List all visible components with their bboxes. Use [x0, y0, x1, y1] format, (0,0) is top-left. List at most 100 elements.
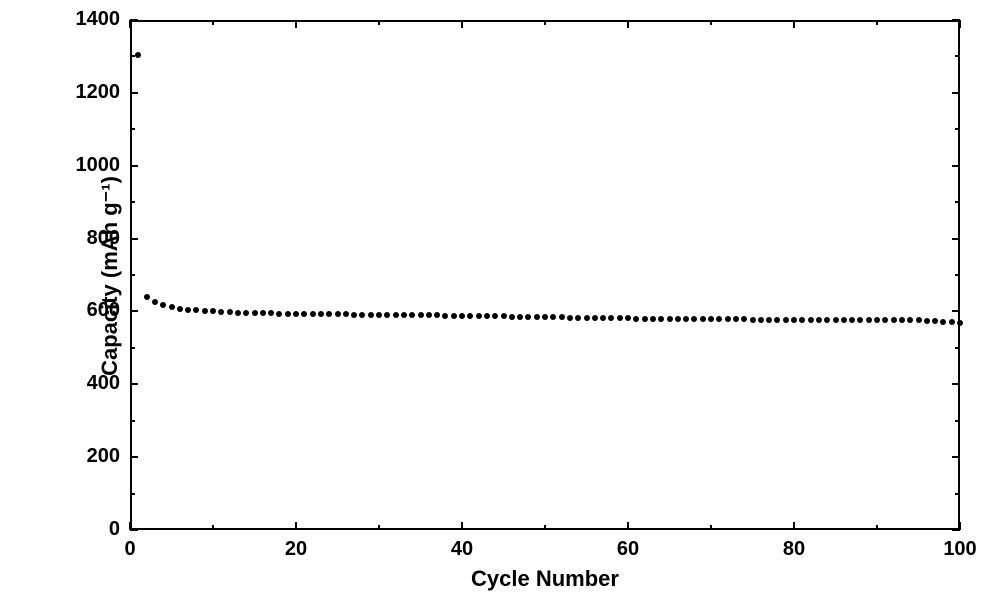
data-point: [235, 310, 241, 316]
x-axis-title: Cycle Number: [471, 566, 619, 592]
data-point: [152, 299, 158, 305]
x-tick: [295, 20, 297, 28]
data-point: [550, 314, 556, 320]
data-point: [476, 313, 482, 319]
data-point: [210, 308, 216, 314]
y-minor-tick: [130, 201, 135, 203]
data-point: [857, 317, 863, 323]
x-tick-label: 0: [124, 538, 135, 561]
y-tick: [130, 92, 138, 94]
data-point: [741, 316, 747, 322]
x-tick: [129, 522, 131, 530]
x-tick: [627, 522, 629, 530]
data-point: [716, 316, 722, 322]
y-minor-tick: [955, 420, 960, 422]
data-point: [409, 312, 415, 318]
x-minor-tick: [710, 525, 712, 530]
y-tick: [952, 165, 960, 167]
data-point: [285, 311, 291, 317]
data-point: [335, 311, 341, 317]
x-tick: [461, 20, 463, 28]
y-tick: [130, 165, 138, 167]
data-point: [733, 316, 739, 322]
data-point: [791, 317, 797, 323]
data-point: [625, 315, 631, 321]
data-point: [293, 311, 299, 317]
y-tick: [952, 238, 960, 240]
data-point: [218, 309, 224, 315]
data-point: [700, 316, 706, 322]
chart-container: Capacity (mAh g⁻¹) Cycle Number 0 200 400 6…: [0, 0, 1000, 603]
y-tick: [130, 310, 138, 312]
x-tick-label: 20: [285, 538, 307, 561]
x-tick: [793, 20, 795, 28]
x-minor-tick: [378, 525, 380, 530]
data-point: [783, 317, 789, 323]
data-point: [393, 312, 399, 318]
y-minor-tick: [130, 493, 135, 495]
data-point: [667, 316, 673, 322]
y-tick-label: 800: [60, 227, 120, 250]
data-point: [567, 315, 573, 321]
data-point: [169, 304, 175, 310]
data-point: [841, 317, 847, 323]
data-point: [467, 313, 473, 319]
x-minor-tick: [544, 525, 546, 530]
y-tick-label: 200: [60, 445, 120, 468]
x-tick-label: 60: [617, 538, 639, 561]
data-point: [575, 315, 581, 321]
data-point: [310, 311, 316, 317]
y-minor-tick: [955, 493, 960, 495]
x-minor-tick: [710, 20, 712, 25]
data-point: [658, 316, 664, 322]
plot-area: [130, 20, 960, 530]
data-point: [899, 317, 905, 323]
x-tick-label: 40: [451, 538, 473, 561]
data-point: [691, 316, 697, 322]
data-point: [451, 313, 457, 319]
x-tick: [295, 522, 297, 530]
data-point: [957, 320, 963, 326]
data-point: [592, 315, 598, 321]
data-point: [525, 314, 531, 320]
data-point: [243, 310, 249, 316]
x-tick: [793, 522, 795, 530]
data-point: [160, 302, 166, 308]
y-tick-label: 400: [60, 372, 120, 395]
data-point: [708, 316, 714, 322]
data-point: [260, 310, 266, 316]
x-minor-tick: [212, 525, 214, 530]
data-point: [650, 316, 656, 322]
data-point: [675, 316, 681, 322]
x-tick: [627, 20, 629, 28]
y-tick-label: 1400: [60, 8, 120, 31]
data-point: [617, 315, 623, 321]
data-point: [185, 307, 191, 313]
data-point: [144, 294, 150, 300]
data-point: [907, 317, 913, 323]
data-point: [833, 317, 839, 323]
data-point: [750, 317, 756, 323]
data-point: [193, 307, 199, 313]
y-minor-tick: [130, 128, 135, 130]
y-tick: [130, 19, 138, 21]
data-point: [418, 312, 424, 318]
data-point: [268, 310, 274, 316]
data-point: [891, 317, 897, 323]
data-point: [916, 317, 922, 323]
data-point: [584, 315, 590, 321]
data-point: [376, 312, 382, 318]
data-point: [202, 308, 208, 314]
data-point: [559, 314, 565, 320]
data-point: [401, 312, 407, 318]
y-axis-title: Capacity (mAh g⁻¹): [97, 176, 123, 376]
x-minor-tick: [876, 20, 878, 25]
data-point: [683, 316, 689, 322]
data-point: [276, 311, 282, 317]
data-point: [642, 316, 648, 322]
y-tick-label: 1200: [60, 81, 120, 104]
data-point: [459, 313, 465, 319]
data-point: [808, 317, 814, 323]
data-point: [492, 313, 498, 319]
data-point: [384, 312, 390, 318]
